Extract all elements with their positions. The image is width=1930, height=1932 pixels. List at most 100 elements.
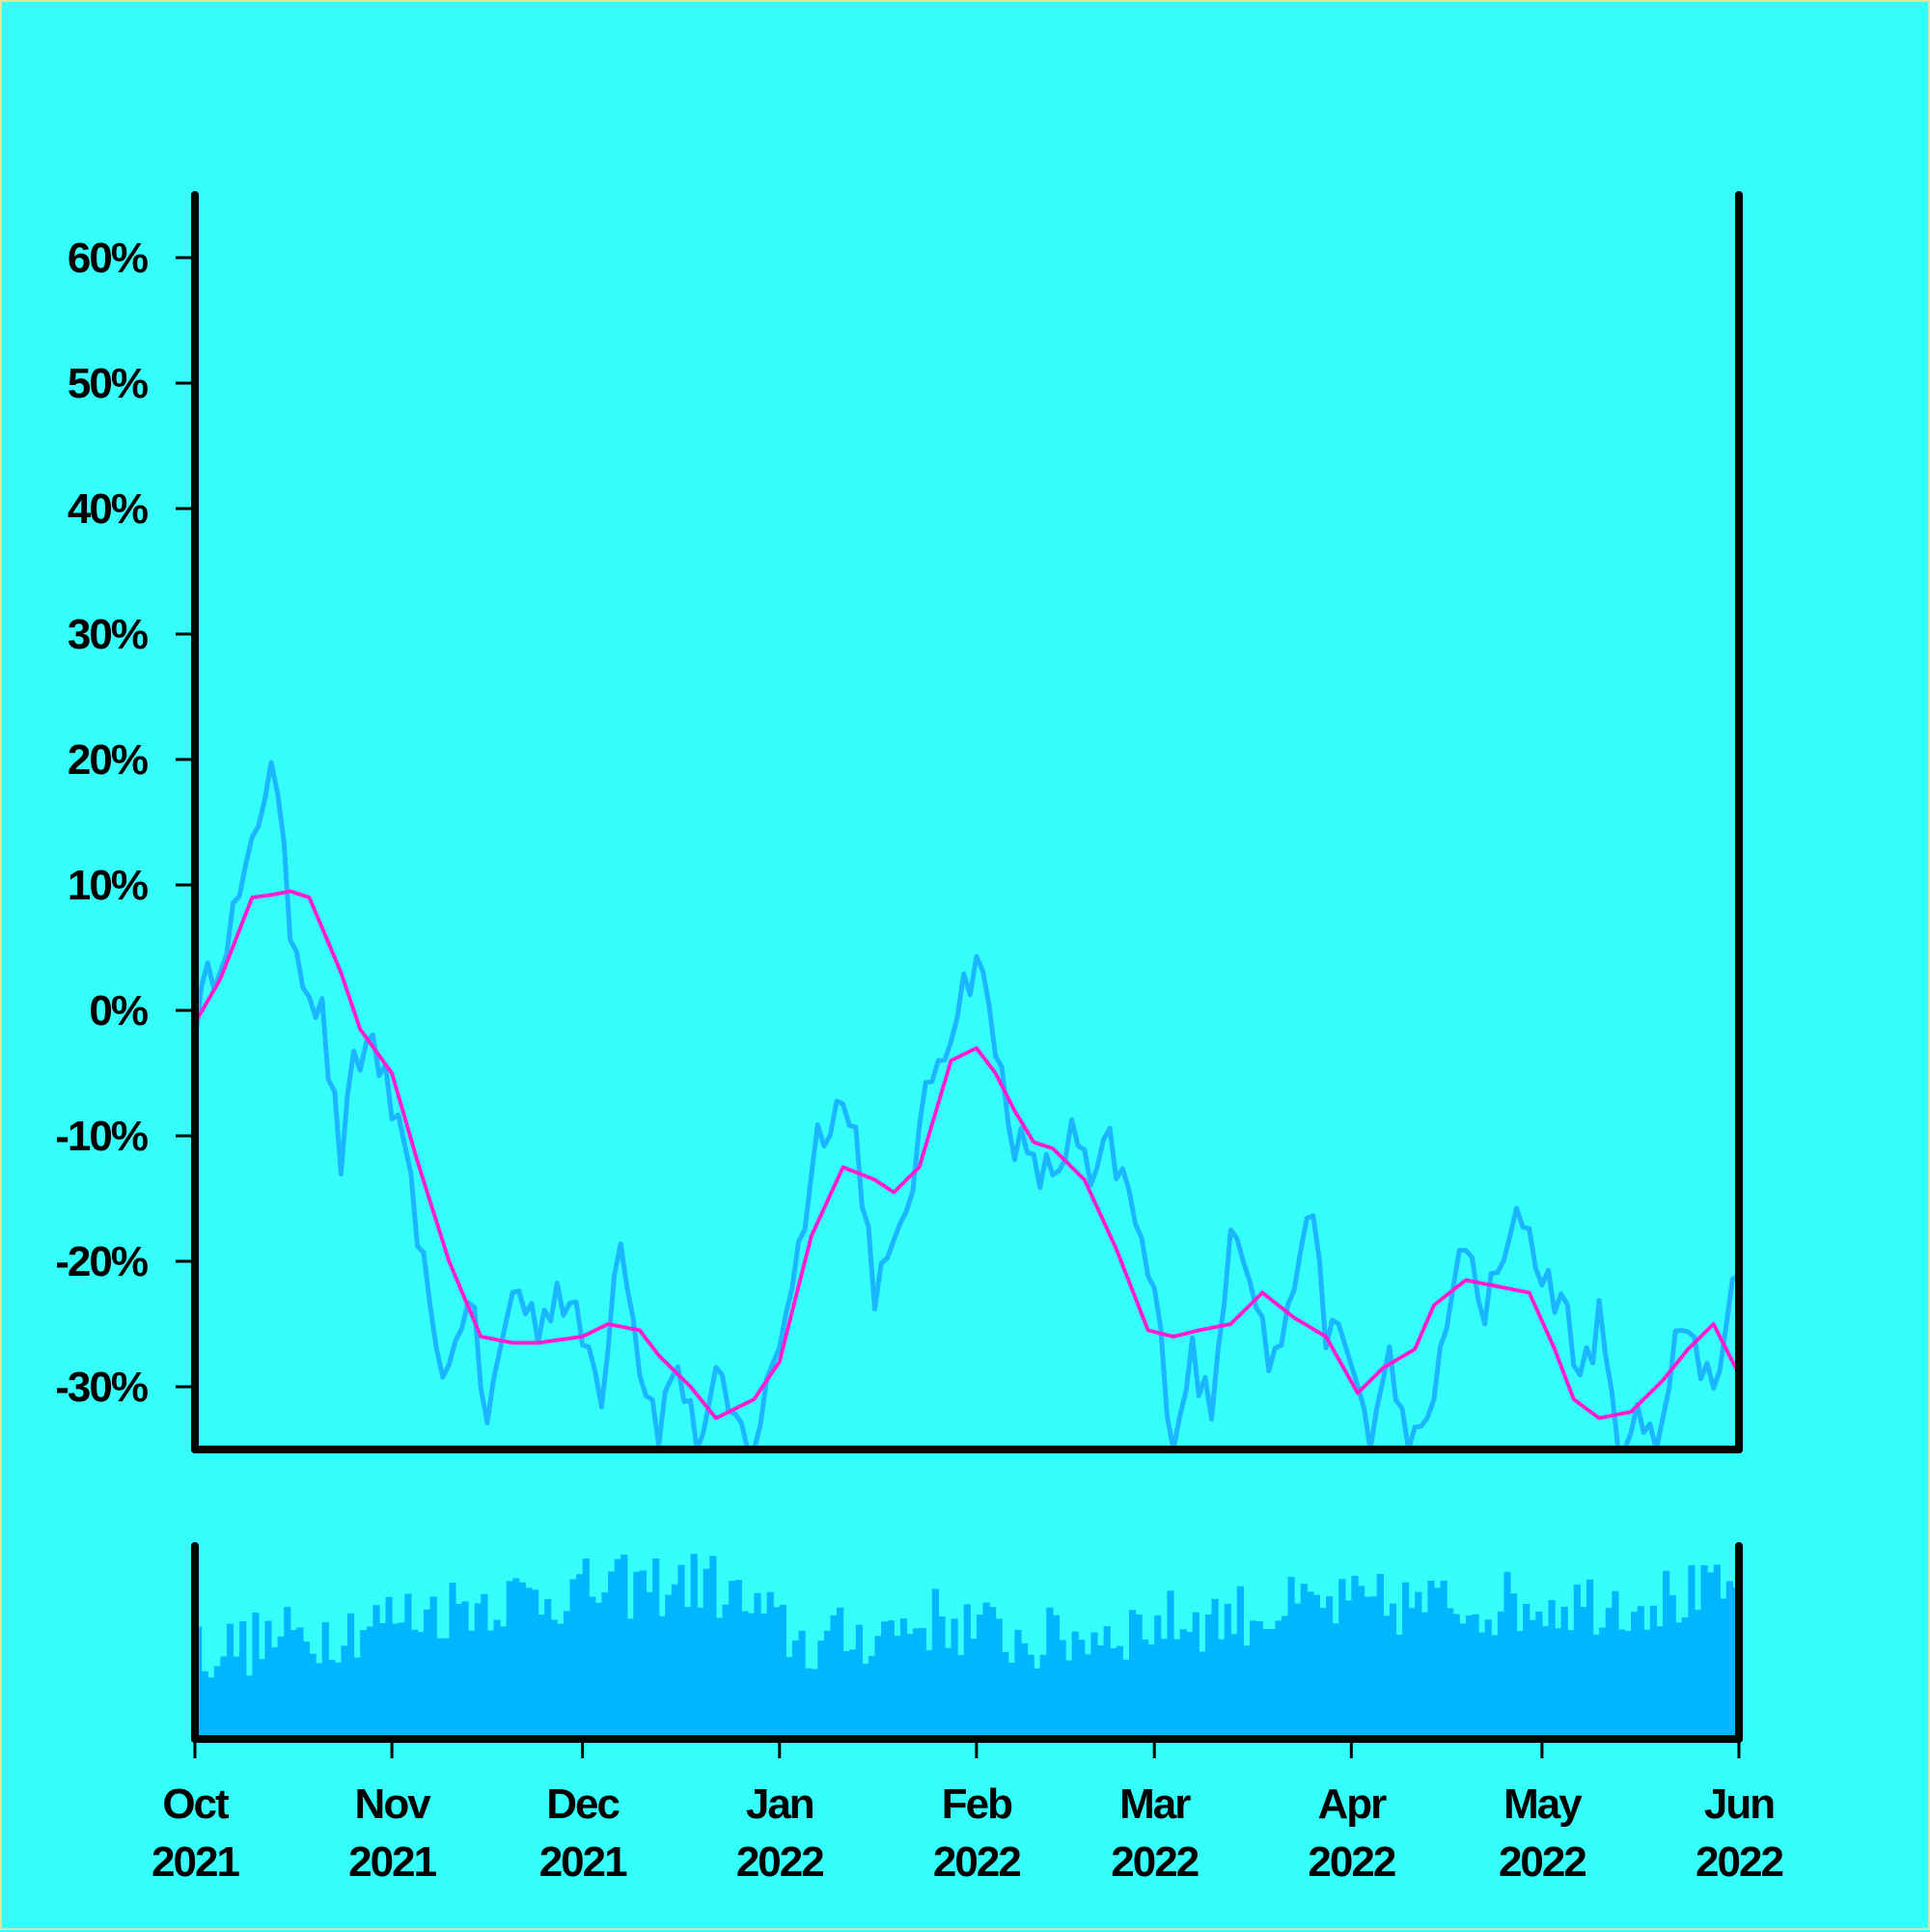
volume-bar [633,1571,641,1739]
volume-bar [486,1630,495,1739]
volume-bar [582,1559,590,1739]
volume-bar [1135,1614,1143,1739]
volume-bar [1523,1604,1530,1739]
volume-bar [1573,1584,1581,1739]
volume-bar [1383,1615,1391,1739]
volume-bar [1484,1619,1492,1739]
volume-bar [1415,1591,1422,1739]
volume-bar [1637,1606,1644,1739]
volume-bar [1294,1603,1302,1739]
volume-bar [1402,1582,1410,1739]
volume-bar [1434,1587,1442,1739]
volume-bar [1116,1645,1123,1739]
volume-bar [982,1602,990,1739]
x-tick-label-month: Feb [942,1780,1012,1828]
volume-bar [424,1609,431,1739]
y-tick-label: 60% [68,235,148,282]
volume-bar [1027,1654,1034,1739]
volume-bar [1034,1668,1041,1739]
volume-bar [646,1591,653,1739]
volume-bar [1332,1623,1339,1739]
y-tick-label: 40% [68,485,148,533]
volume-bar [1002,1651,1009,1739]
x-tick-label-month: Dec [546,1780,620,1828]
volume-bar [1351,1575,1359,1739]
volume-bar [429,1596,437,1739]
volume-bar [1243,1645,1251,1739]
volume-bar [601,1592,609,1739]
volume-bar [862,1664,869,1739]
volume-bar [455,1603,463,1739]
volume-bar [931,1588,939,1739]
volume-bar [1142,1639,1149,1739]
volume-bar [899,1618,908,1739]
volume-bar [805,1668,813,1739]
volume-bar [1300,1584,1308,1739]
volume-bar [1675,1622,1683,1739]
volume-bar [1612,1590,1619,1739]
volume-bar [1103,1626,1111,1739]
volume-bar [779,1604,786,1739]
volume-bar [207,1677,215,1739]
volume-bar [1592,1634,1600,1739]
volume-bar [747,1613,755,1739]
volume-bar [1580,1607,1587,1739]
volume-bar [1541,1626,1550,1739]
volume-bar [290,1630,297,1739]
volume-bar [226,1623,234,1739]
volume-bar [1376,1574,1384,1739]
volume-bar [639,1570,648,1739]
volume-bar [1478,1632,1486,1739]
volume-bar [963,1604,971,1739]
volume-bar [855,1624,863,1739]
volume-bar [1071,1631,1079,1739]
volume-bar [366,1626,373,1739]
volume-bar [309,1653,317,1739]
volume-bar [239,1621,247,1739]
volume-bar [557,1623,565,1739]
volume-bar [1287,1576,1295,1739]
volume-bar [1510,1593,1518,1739]
volume-bar [703,1568,710,1739]
volume-bar [887,1620,895,1739]
volume-bar [1084,1654,1091,1739]
volume-bar [868,1655,876,1739]
y-tick-label: -10% [55,1113,148,1160]
volume-bar [1338,1579,1346,1739]
volume-bar [1452,1614,1460,1739]
volume-bar [1447,1608,1454,1739]
volume-bar [1110,1647,1117,1739]
volume-bar [1465,1615,1474,1739]
moving-average-line [195,889,1739,1421]
volume-bar [658,1615,666,1739]
volume-bar [1357,1586,1365,1739]
volume-bar [410,1629,419,1739]
x-axis: Oct 2021 Nov 2021 Dec 2021 Jan 2022 Feb 2022 Mar 20… [152,1739,1784,1886]
volume-bar [1211,1598,1219,1739]
volume-bar [734,1580,742,1739]
x-tick-label-month: Jun [1704,1780,1774,1828]
volume-bar [316,1663,323,1739]
volume-bar [1567,1630,1575,1739]
volume-bar [608,1571,616,1739]
volume-bar [493,1619,501,1739]
volume-bar [754,1592,761,1739]
volume-bar [823,1630,832,1739]
volume-bar [334,1662,343,1739]
volume-bar [817,1641,825,1739]
volume-bar [970,1639,978,1739]
volume-bar [353,1657,361,1739]
volume-bar [1631,1612,1639,1739]
volume-bar [436,1638,444,1739]
volume-bar [506,1581,513,1739]
volume-bar [1021,1642,1029,1739]
volume-bar [392,1623,400,1739]
y-tick-label: -30% [55,1364,148,1411]
x-tick-label-year: 2021 [539,1838,627,1886]
volume-bar [849,1649,857,1739]
volume-bar [1046,1607,1054,1739]
volume-bar [842,1651,850,1739]
volume-bar [1078,1640,1086,1739]
volume-bar [1408,1608,1416,1739]
